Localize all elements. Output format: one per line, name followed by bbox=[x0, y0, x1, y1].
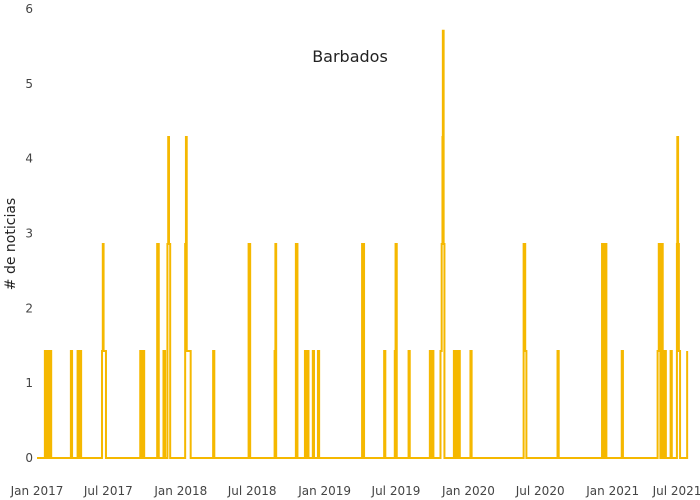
x-tick-label: Jan 2017 bbox=[10, 484, 64, 498]
y-tick-label: 5 bbox=[25, 77, 33, 91]
y-tick-label: 3 bbox=[25, 227, 33, 241]
x-axis: Jan 2017 Jul 2017 Jan 2018 Jul 2018 Jan 2019… bbox=[10, 484, 700, 498]
x-tick-label: Jan 2018 bbox=[153, 484, 207, 498]
y-tick-label: 2 bbox=[25, 301, 33, 315]
x-tick-label: Jan 2021 bbox=[585, 484, 639, 498]
x-tick-label: Jan 2019 bbox=[297, 484, 351, 498]
chart-title: Barbados bbox=[312, 47, 388, 66]
x-tick-label: Jul 2020 bbox=[515, 484, 565, 498]
x-tick-label: Jul 2019 bbox=[371, 484, 421, 498]
y-tick-label: 4 bbox=[25, 152, 33, 166]
x-tick-label: Jul 2017 bbox=[83, 484, 133, 498]
series-layer bbox=[37, 29, 689, 459]
y-tick-label: 6 bbox=[25, 2, 33, 16]
series-line bbox=[37, 29, 689, 459]
y-axis: 0 1 2 3 4 5 6 bbox=[25, 2, 33, 465]
x-tick-label: Jul 2021 bbox=[652, 484, 700, 498]
y-axis-title: # de noticias bbox=[3, 198, 19, 290]
x-tick-label: Jul 2018 bbox=[227, 484, 277, 498]
y-tick-label: 1 bbox=[25, 376, 33, 390]
x-tick-label: Jan 2020 bbox=[441, 484, 495, 498]
y-tick-label: 0 bbox=[25, 451, 33, 465]
